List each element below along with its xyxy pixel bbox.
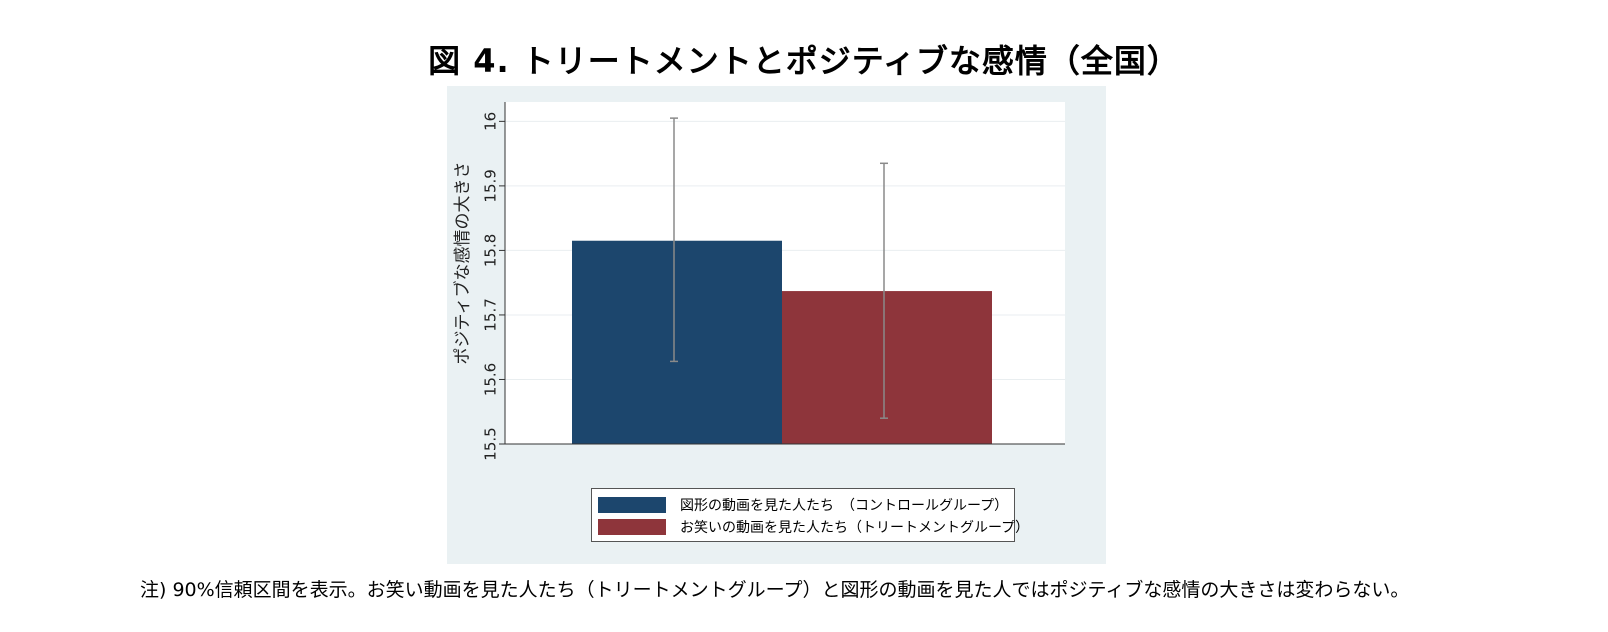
legend-swatch-treatment <box>598 519 666 535</box>
y-tick-label: 15.5 <box>482 427 500 460</box>
bar-control <box>572 240 782 444</box>
chart-panel: 15.5 15.6 15.7 15.8 15.9 16 ポジティブな感情の大きさ 図形の動画… <box>447 86 1106 564</box>
y-tick-label: 15.8 <box>482 234 500 267</box>
y-tick-label: 15.9 <box>482 169 500 202</box>
legend-label-treatment: お笑いの動画を見た人たち（トリートメントグループ） <box>680 520 1030 536</box>
chart-title: 図 4. トリートメントとポジティブな感情（全国） <box>428 42 1180 80</box>
y-tick-label: 15.7 <box>482 298 500 331</box>
footnote: 注) 90%信頼区間を表示。お笑い動画を見た人たち（トリートメントグループ）と図… <box>140 579 1410 601</box>
legend-item-treatment: お笑いの動画を見た人たち（トリートメントグループ） <box>598 517 1029 537</box>
bar-chart: 15.5 15.6 15.7 15.8 15.9 16 ポジティブな感情の大きさ <box>452 102 1065 461</box>
y-axis-label: ポジティブな感情の大きさ <box>452 162 473 365</box>
chart-legend: 図形の動画を見た人たち （コントロールグループ） お笑いの動画を見た人たち（トリ… <box>591 488 1029 542</box>
legend-label-control: 図形の動画を見た人たち （コントロールグループ） <box>680 498 1009 514</box>
legend-swatch-control <box>598 497 666 513</box>
legend-item-control: 図形の動画を見た人たち （コントロールグループ） <box>598 495 1008 515</box>
y-tick-label: 15.6 <box>482 363 500 396</box>
bar-treatment <box>782 291 992 444</box>
y-tick-label: 16 <box>482 112 500 131</box>
